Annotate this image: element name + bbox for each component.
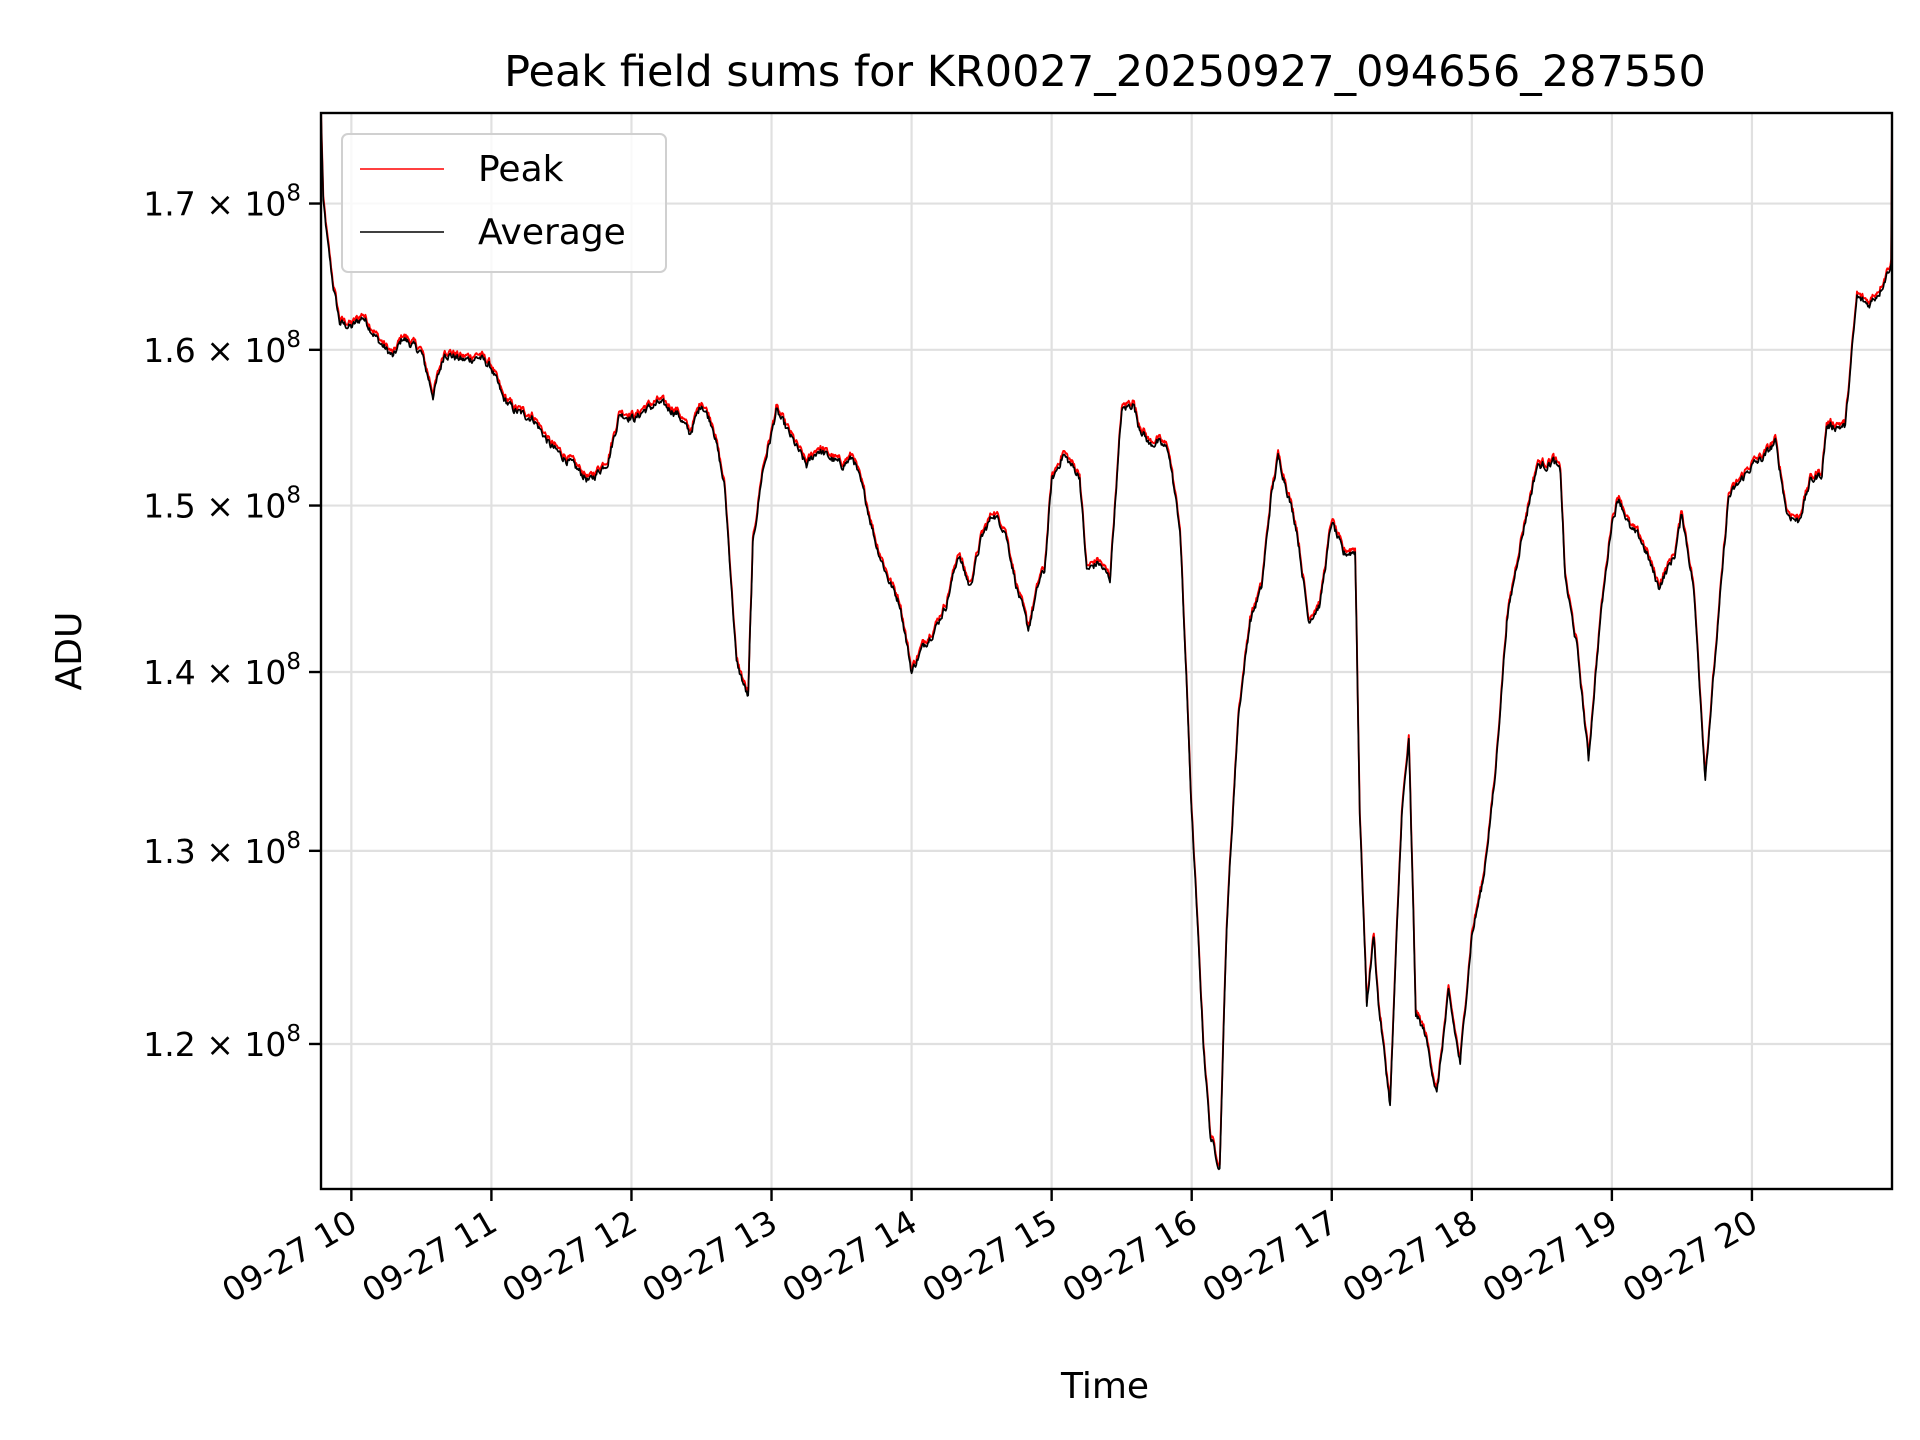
y-tick-mantissa: 1.7 bbox=[143, 185, 195, 224]
series-line-average bbox=[321, 114, 1892, 1171]
y-tick-label: 1.4 × 108 bbox=[143, 649, 301, 692]
y-tick-label: 1.5 × 108 bbox=[143, 483, 301, 526]
y-tick-label: 1.3 × 108 bbox=[143, 828, 301, 871]
y-tick-exponent: 8 bbox=[286, 1021, 301, 1047]
y-axis-label: ADU bbox=[49, 612, 90, 691]
plot-frame bbox=[319, 111, 1894, 1191]
chart-title: Peak field sums for KR0027_20250927_0946… bbox=[504, 47, 1706, 97]
y-tick-mantissa: 1.6 bbox=[143, 331, 195, 370]
y-tick-exponent: 8 bbox=[286, 828, 301, 854]
y-tick-mantissa: 1.3 bbox=[143, 832, 195, 871]
y-tick-mantissa: 1.2 bbox=[143, 1025, 195, 1064]
y-tick-label: 1.2 × 108 bbox=[143, 1021, 301, 1064]
plot-clip bbox=[321, 113, 1892, 1171]
y-tick-exponent: 8 bbox=[286, 483, 301, 509]
y-ticks: 1.2 × 108 1.3 × 108 1.4 × 108 1.5 × 108 1.6 … bbox=[143, 181, 321, 1064]
x-axis-label: Time bbox=[1060, 1366, 1149, 1407]
y-tick-label: 1.7 × 108 bbox=[143, 181, 301, 224]
legend-label-peak: Peak bbox=[478, 149, 564, 190]
y-tick-mantissa: 1.4 bbox=[143, 653, 195, 692]
y-tick-label: 1.6 × 108 bbox=[143, 327, 301, 370]
y-tick-exponent: 8 bbox=[286, 181, 301, 207]
y-tick-mantissa: 1.5 bbox=[143, 487, 195, 526]
y-tick-exponent: 8 bbox=[286, 327, 301, 353]
legend-label-average: Average bbox=[478, 212, 626, 253]
y-tick-exponent: 8 bbox=[286, 649, 301, 675]
grid-layer bbox=[321, 113, 1892, 1189]
series-layer bbox=[321, 113, 1892, 1171]
legend: Peak Average bbox=[341, 133, 667, 273]
